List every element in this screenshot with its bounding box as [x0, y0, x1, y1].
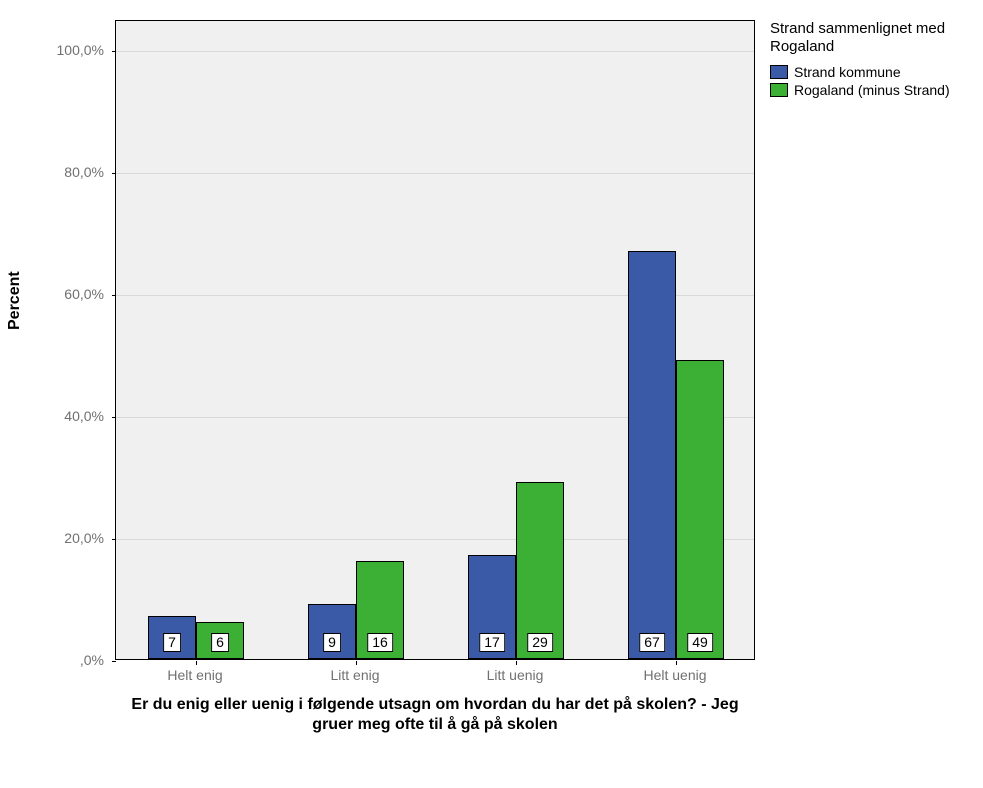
bar: 29: [516, 482, 564, 659]
x-axis: Helt enig Litt enig Litt uenig Helt uenig: [115, 661, 755, 685]
bar-value-label: 9: [323, 633, 341, 652]
legend-item: Rogaland (minus Strand): [770, 82, 970, 98]
bar: 49: [676, 360, 724, 659]
bar-group: 67 49: [596, 21, 756, 659]
legend-item: Strand kommune: [770, 64, 970, 80]
bar: 67: [628, 251, 676, 659]
bar: 17: [468, 555, 516, 659]
y-tick-label: 80,0%: [64, 164, 104, 180]
bar-value-label: 17: [479, 633, 505, 652]
y-axis-label: Percent: [6, 271, 24, 330]
bar-value-label: 16: [367, 633, 393, 652]
chart-canvas: Percent ,0%20,0%40,0%60,0%80,0%100,0% 76…: [0, 0, 983, 788]
legend: Strand sammenlignet med Rogaland Strand …: [770, 20, 970, 100]
legend-title: Strand sammenlignet med Rogaland: [770, 20, 970, 56]
y-axis: ,0%20,0%40,0%60,0%80,0%100,0%: [50, 20, 110, 660]
bar-value-label: 67: [639, 633, 665, 652]
bar-value-label: 29: [527, 633, 553, 652]
legend-item-label: Rogaland (minus Strand): [794, 82, 950, 98]
x-tick-label: Helt enig: [167, 667, 222, 683]
bar-group: 9 16: [276, 21, 436, 659]
bar-value-label: 6: [211, 633, 229, 652]
y-tick-label: 60,0%: [64, 286, 104, 302]
bar-value-label: 49: [687, 633, 713, 652]
x-tick-label: Litt uenig: [487, 667, 544, 683]
bar: 16: [356, 561, 404, 659]
bar: 6: [196, 622, 244, 659]
legend-swatch: [770, 65, 788, 79]
y-tick-label: ,0%: [80, 652, 104, 668]
bar-group: 76: [116, 21, 276, 659]
legend-item-label: Strand kommune: [794, 64, 901, 80]
x-axis-label: Er du enig eller uenig i følgende utsagn…: [115, 695, 755, 735]
y-tick-label: 40,0%: [64, 408, 104, 424]
x-tick-label: Helt uenig: [643, 667, 706, 683]
y-tick-label: 100,0%: [57, 42, 104, 58]
plot-area: 7691617296749: [115, 20, 755, 660]
legend-swatch: [770, 83, 788, 97]
x-tick-label: Litt enig: [330, 667, 379, 683]
bar-group: 1729: [436, 21, 596, 659]
y-tick-label: 20,0%: [64, 530, 104, 546]
bar: 7: [148, 616, 196, 659]
bar-value-label: 7: [163, 633, 181, 652]
bar: 9: [308, 604, 356, 659]
